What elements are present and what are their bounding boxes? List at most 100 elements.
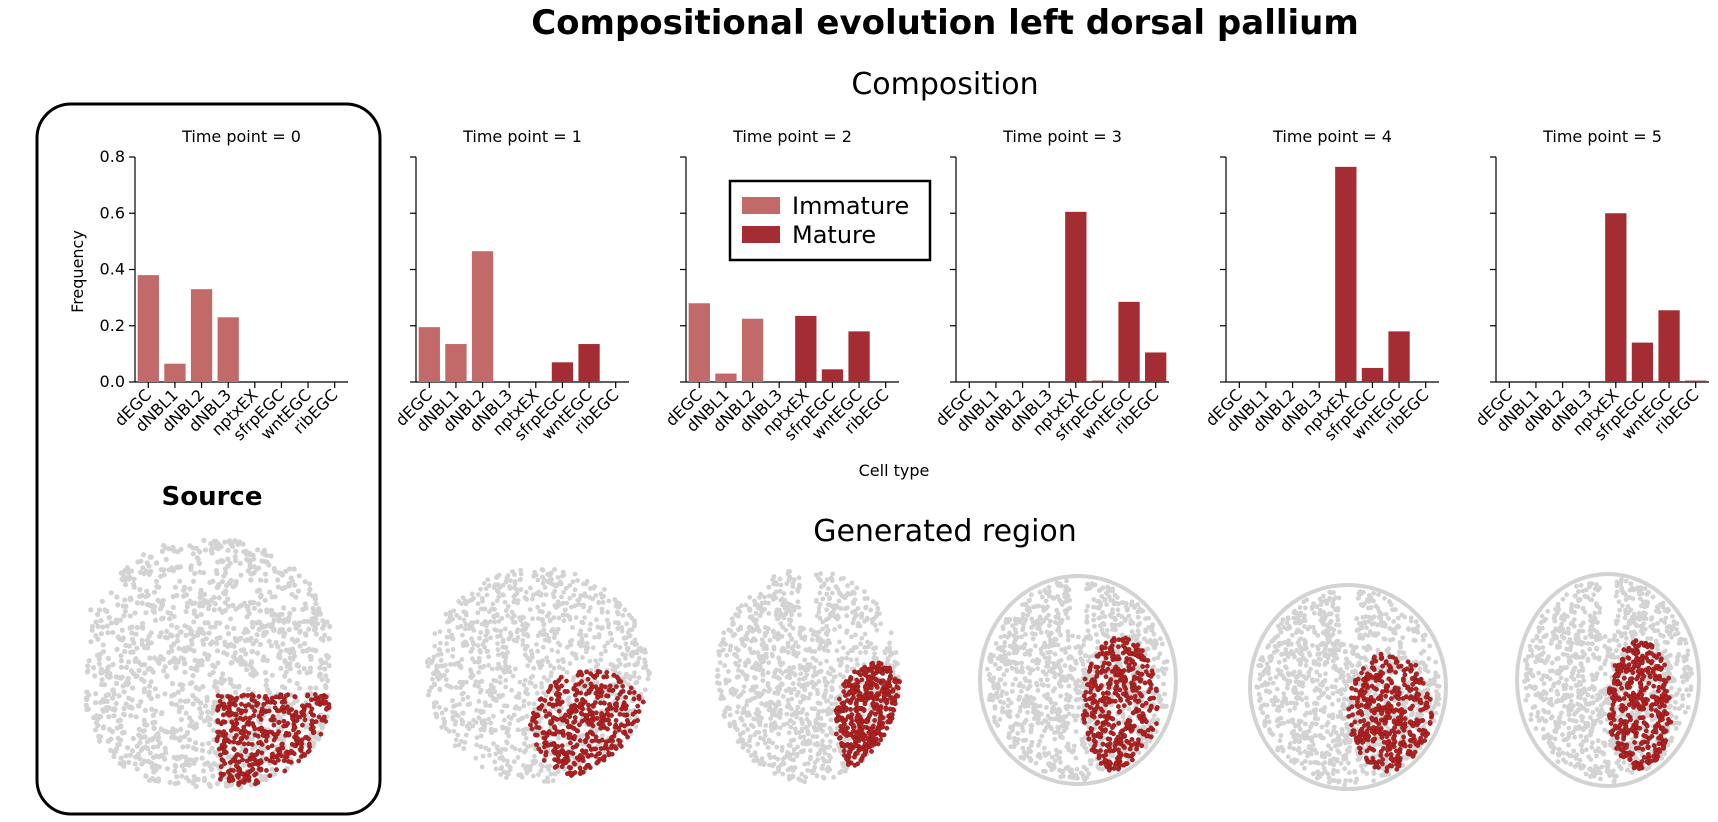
- background-cell: [173, 665, 179, 671]
- background-cell: [475, 643, 481, 648]
- background-cell: [93, 633, 99, 639]
- background-cell: [547, 617, 553, 623]
- background-cell: [522, 646, 528, 652]
- background-cell: [476, 684, 481, 689]
- background-cell: [222, 539, 228, 545]
- background-cell: [796, 585, 802, 590]
- background-cell: [323, 685, 329, 691]
- background-cell: [875, 605, 881, 611]
- background-cell: [206, 749, 213, 755]
- generated-cell: [888, 712, 893, 718]
- background-cell: [178, 629, 184, 635]
- legend-label-immature: Immature: [792, 192, 909, 220]
- background-cell: [207, 763, 213, 769]
- background-cell: [786, 617, 792, 623]
- background-cell: [118, 724, 124, 730]
- background-cell: [510, 673, 516, 679]
- background-cell: [208, 641, 214, 647]
- background-cell: [549, 628, 554, 634]
- generated-cell: [249, 767, 255, 773]
- generated-cell: [234, 773, 240, 778]
- background-cell: [170, 544, 176, 550]
- generated-cell: [857, 729, 863, 735]
- background-cell: [801, 734, 807, 739]
- background-cell: [765, 670, 771, 676]
- background-cell: [483, 586, 489, 591]
- generated-cell: [255, 701, 261, 706]
- background-cell: [540, 644, 546, 650]
- background-cell: [286, 627, 292, 633]
- generated-cell: [568, 740, 573, 746]
- background-cell: [573, 615, 579, 620]
- generated-cell: [853, 738, 858, 743]
- generated-cell: [574, 728, 580, 733]
- background-cell: [815, 757, 820, 763]
- background-cell: [127, 595, 134, 601]
- background-cell: [289, 591, 295, 598]
- background-cell: [294, 680, 300, 687]
- background-cell: [786, 702, 791, 707]
- background-cell: [802, 637, 807, 642]
- generated-cell: [861, 708, 867, 713]
- background-cell: [646, 671, 652, 677]
- generated-cell: [848, 707, 853, 712]
- generated-cell: [554, 729, 560, 734]
- background-cell: [779, 745, 785, 750]
- background-cell: [582, 615, 587, 620]
- background-cell: [84, 707, 90, 713]
- background-cell: [469, 646, 475, 652]
- background-cell: [766, 752, 772, 757]
- background-cell: [476, 659, 482, 664]
- background-cell: [463, 622, 469, 627]
- background-cell: [548, 570, 554, 576]
- background-cell: [179, 704, 185, 710]
- background-cell: [722, 714, 727, 719]
- background-cell: [814, 613, 820, 619]
- bar: [688, 303, 710, 382]
- generated-cell: [640, 699, 646, 705]
- background-cell: [292, 582, 298, 588]
- generated-cell: [620, 683, 626, 689]
- generated-cell: [869, 663, 875, 669]
- background-cell: [776, 731, 781, 737]
- background-cell: [182, 669, 188, 675]
- background-cell: [548, 673, 554, 679]
- background-cell: [541, 621, 547, 627]
- background-cell: [276, 616, 282, 622]
- generated-cell: [578, 701, 583, 707]
- generated-cell: [857, 690, 863, 696]
- background-cell: [490, 601, 496, 607]
- background-cell: [227, 733, 234, 739]
- generated-cell: [267, 729, 273, 735]
- background-cell: [863, 604, 869, 610]
- background-cell: [202, 651, 208, 657]
- background-cell: [773, 589, 779, 595]
- background-cell: [154, 732, 160, 738]
- background-cell: [159, 602, 166, 608]
- background-cell: [528, 585, 533, 591]
- generated-cell: [217, 698, 223, 704]
- generated-cell: [558, 674, 564, 680]
- background-cell: [216, 595, 222, 601]
- background-cell: [755, 707, 760, 712]
- background-cell: [504, 775, 509, 780]
- background-cell: [198, 629, 204, 636]
- background-cell: [98, 618, 104, 624]
- background-cell: [314, 621, 321, 627]
- background-cell: [114, 594, 120, 600]
- background-cell: [796, 575, 802, 581]
- background-cell: [805, 647, 810, 653]
- background-cell: [247, 560, 253, 566]
- background-cell: [816, 605, 822, 611]
- background-cell: [459, 717, 465, 723]
- background-cell: [556, 615, 562, 621]
- background-cell: [233, 606, 239, 612]
- generated-cell: [566, 764, 572, 770]
- background-cell: [225, 631, 232, 637]
- background-cell: [162, 634, 168, 640]
- generated-cell: [323, 699, 329, 705]
- background-cell: [636, 646, 642, 652]
- generated-cell: [594, 672, 600, 678]
- background-cell: [163, 750, 169, 756]
- background-cell: [490, 713, 496, 719]
